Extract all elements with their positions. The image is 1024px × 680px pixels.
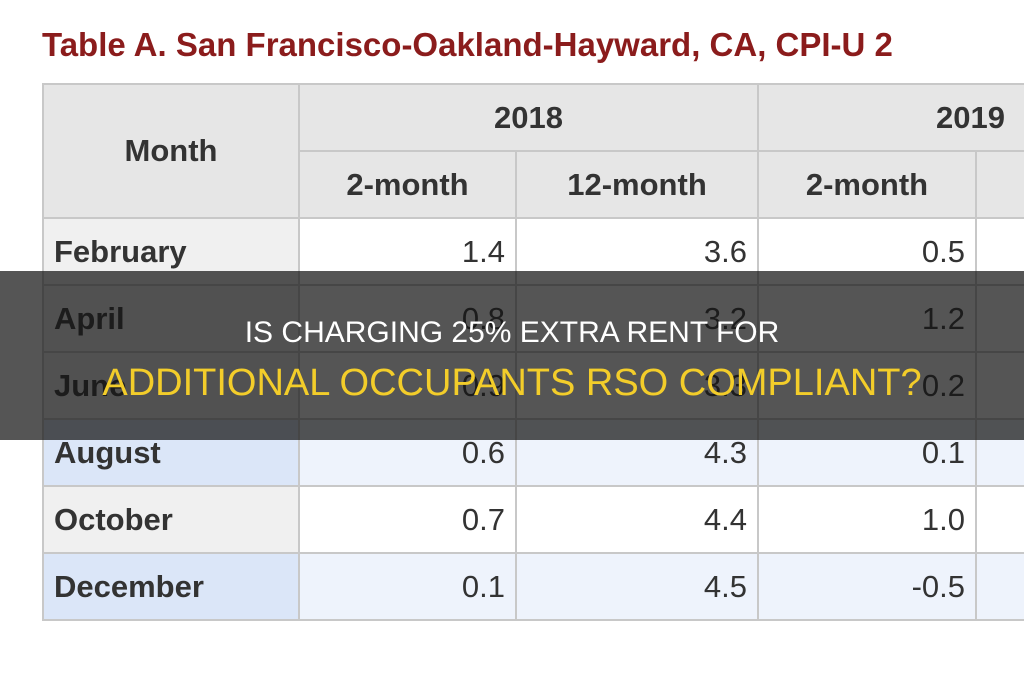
cut-off-cell [975, 552, 1024, 621]
table-title: Table A. San Francisco-Oakland-Hayward, … [42, 26, 893, 63]
headline-line: ADDITIONAL OCCUPANTS RSO COMPLIANT? [102, 362, 922, 404]
period-header: 2-month [757, 150, 977, 219]
month-header: Month [42, 83, 300, 219]
table-row: October 0.7 4.4 1.0 [42, 485, 1024, 554]
value-cell: 1.0 [757, 485, 977, 554]
table-row: February 1.4 3.6 0.5 [42, 217, 1024, 286]
value-cell: 4.4 [515, 485, 759, 554]
value-cell: -0.5 [757, 552, 977, 621]
header-row: Month 2018 2019 [42, 83, 1024, 219]
month-cell: December [42, 552, 300, 621]
table-row: December 0.1 4.5 -0.5 [42, 552, 1024, 621]
watermark: SHUNDENT [889, 624, 998, 644]
value-cell: 4.5 [515, 552, 759, 621]
period-header: 12-month [515, 150, 759, 219]
year-header: 2018 [298, 83, 759, 152]
month-cell: October [42, 485, 300, 554]
headline-line: IS CHARGING 25% EXTRA RENT FOR [244, 316, 780, 349]
value-cell: 0.7 [298, 485, 517, 554]
period-header: 2-month [298, 150, 517, 219]
headline-banner [0, 271, 1024, 440]
period-header: 1 [975, 150, 1024, 219]
year-header: 2019 [757, 83, 1024, 152]
value-cell: 0.1 [298, 552, 517, 621]
cut-off-cell [975, 485, 1024, 554]
